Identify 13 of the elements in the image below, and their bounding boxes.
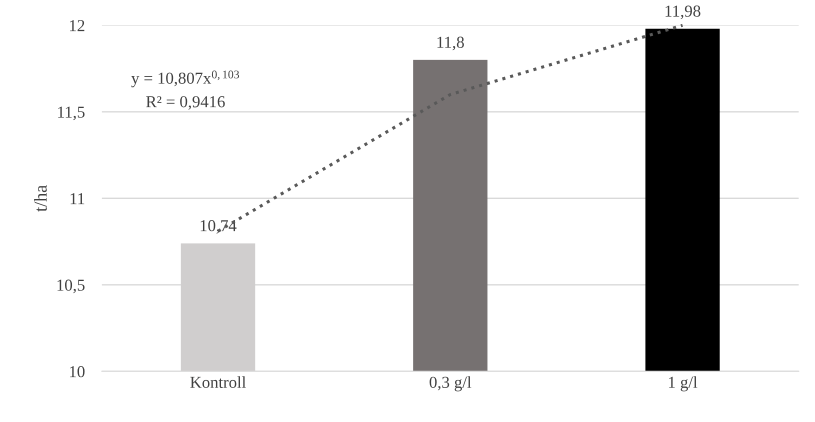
x-tick-label: Kontroll bbox=[190, 376, 246, 388]
y-tick-label: 10 bbox=[70, 366, 85, 378]
annotation: y = 10,807x$^{0,103}$ bbox=[131, 70, 240, 88]
y-tick-label: 10,5 bbox=[58, 280, 85, 294]
x-tick-label: 1 g/l bbox=[668, 376, 698, 392]
y-tick-label: 12 bbox=[70, 20, 84, 32]
data-label: 11,98 bbox=[666, 5, 700, 20]
x-tick-label: 0,3 g/l bbox=[430, 376, 472, 392]
y-tick-label: 11 bbox=[70, 193, 84, 204]
annotation: R² = 0,9416 bbox=[146, 96, 225, 110]
data-label: 11,8 bbox=[437, 36, 464, 50]
y-tick-label: 11,5 bbox=[58, 106, 85, 120]
y-axis-title: t/ha bbox=[34, 185, 47, 212]
